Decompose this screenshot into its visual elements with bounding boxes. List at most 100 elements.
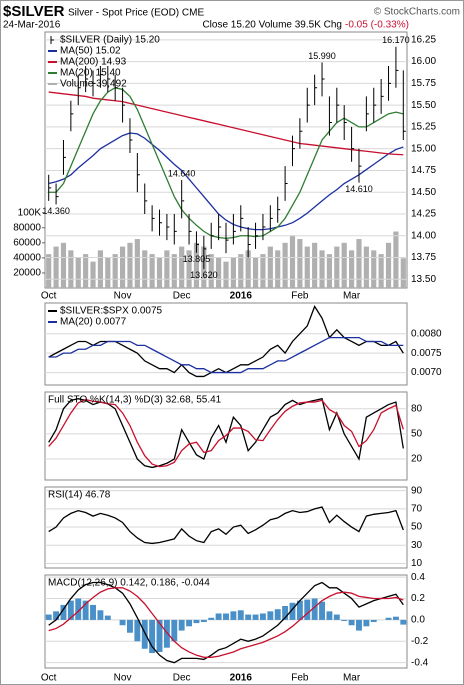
histogram-bar xyxy=(45,614,52,620)
price-bar xyxy=(358,148,362,183)
price-bar xyxy=(232,213,236,245)
y-tick-label: 0.0 xyxy=(411,615,425,626)
histogram-bar xyxy=(149,619,156,654)
histogram-bar xyxy=(67,600,74,620)
volume-tick-label: 40000 xyxy=(13,253,41,264)
y-tick-label: 0.2 xyxy=(411,593,425,604)
volume-bar xyxy=(304,246,310,288)
histogram-bar xyxy=(252,614,259,620)
price-bar xyxy=(247,227,251,258)
y-tick-label: 15.50 xyxy=(411,100,436,111)
histogram-bar xyxy=(363,619,370,627)
legend-icon xyxy=(50,36,54,44)
series-line xyxy=(48,91,404,156)
legend-label: Volume 39,492 xyxy=(60,79,127,90)
histogram-bar xyxy=(119,619,126,626)
volume-bar xyxy=(179,246,185,288)
histogram-bar xyxy=(326,611,333,620)
volume-bar xyxy=(119,246,126,288)
price-bar xyxy=(306,87,310,123)
panel-title: RSI(14) 46.78 xyxy=(48,490,111,501)
histogram-bar xyxy=(208,617,215,620)
histogram-bar xyxy=(333,614,340,620)
histogram-bar xyxy=(289,602,296,620)
volume-bar xyxy=(319,250,325,288)
volume-bar xyxy=(289,235,296,288)
histogram-bar xyxy=(75,598,82,620)
histogram-bar xyxy=(200,619,207,623)
x-tick-label: Dec xyxy=(173,291,191,302)
legend-label: MA(20) 15.40 xyxy=(60,68,121,79)
y-tick-label: 16.00 xyxy=(411,56,436,67)
x-tick-label: Oct xyxy=(41,673,57,684)
volume-tick-label: 80000 xyxy=(13,222,41,233)
histogram-bar xyxy=(60,604,67,620)
annotation: 14.610 xyxy=(345,184,373,194)
y-tick-label: -0.4 xyxy=(411,657,429,668)
volume-bar xyxy=(275,250,281,288)
histogram-bar xyxy=(186,619,193,627)
x-tick-label: 2016 xyxy=(230,291,253,302)
histogram-bar xyxy=(274,609,281,620)
series-line xyxy=(48,581,404,664)
y-tick-label: 0.0075 xyxy=(411,348,442,359)
price-bar xyxy=(159,209,163,236)
description: Silver - Spot Price (EOD) CME xyxy=(68,8,204,19)
volume-bar xyxy=(356,239,362,288)
y-tick-label: 10 xyxy=(411,558,423,569)
histogram-bar xyxy=(356,619,362,631)
price-bar xyxy=(144,183,148,214)
panel-title: Full STO %K(14,3) %D(3) 32.68, 55.41 xyxy=(48,395,222,406)
histogram-bar xyxy=(223,613,229,620)
copyright: © StockCharts.com xyxy=(374,7,460,18)
volume-bar xyxy=(230,257,236,288)
histogram-bar xyxy=(97,610,104,620)
histogram-bar xyxy=(259,613,266,620)
volume-bar xyxy=(68,250,74,288)
price-bar xyxy=(388,65,392,101)
price-bar xyxy=(218,213,222,241)
price-bar xyxy=(262,213,266,241)
volume-bar xyxy=(216,257,222,288)
y-tick-label: 20 xyxy=(411,454,423,465)
x-tick-label: Nov xyxy=(114,291,132,302)
volume-tick-label: 60000 xyxy=(13,237,41,248)
price-bar xyxy=(343,105,347,140)
annotation: 13.620 xyxy=(190,270,218,280)
histogram-bar xyxy=(215,613,222,620)
y-tick-label: 30 xyxy=(411,540,423,551)
price-bar xyxy=(225,222,229,254)
price-bar xyxy=(395,46,399,88)
volume-bar xyxy=(134,239,140,288)
y-tick-label: 0.0080 xyxy=(411,328,442,339)
price-bar xyxy=(284,166,288,201)
volume-bar xyxy=(282,242,288,288)
price-bar xyxy=(129,118,133,154)
x-tick-label: Dec xyxy=(173,673,191,684)
volume-bar xyxy=(193,242,200,288)
volume-bar xyxy=(363,246,369,288)
y-tick-label: 14.25 xyxy=(411,209,436,220)
volume-bar xyxy=(75,257,81,288)
volume-bar xyxy=(208,254,214,288)
annotation: 14.360 xyxy=(42,206,70,216)
price-bar xyxy=(92,70,96,97)
series-line xyxy=(48,587,404,658)
volume-tick-label: 20000 xyxy=(13,268,41,279)
price-bar xyxy=(195,231,199,253)
annotation: 15.990 xyxy=(308,51,336,61)
price-bar xyxy=(373,87,377,123)
histogram-bar xyxy=(370,619,377,623)
histogram-bar xyxy=(90,604,96,620)
panel-title: MACD(12,26,9) 0.142, 0.186, -0.044 xyxy=(48,578,210,589)
volume-bar xyxy=(341,242,347,288)
histogram-bar xyxy=(53,611,60,620)
price-bar xyxy=(365,96,369,132)
annotation: 14.640 xyxy=(168,168,196,178)
histogram-bar xyxy=(171,619,178,642)
volume-bar xyxy=(97,250,103,288)
y-tick-label: 70 xyxy=(411,503,423,514)
price-bar xyxy=(62,139,66,175)
price-bar xyxy=(114,74,118,101)
y-tick-label: 13.75 xyxy=(411,252,436,263)
